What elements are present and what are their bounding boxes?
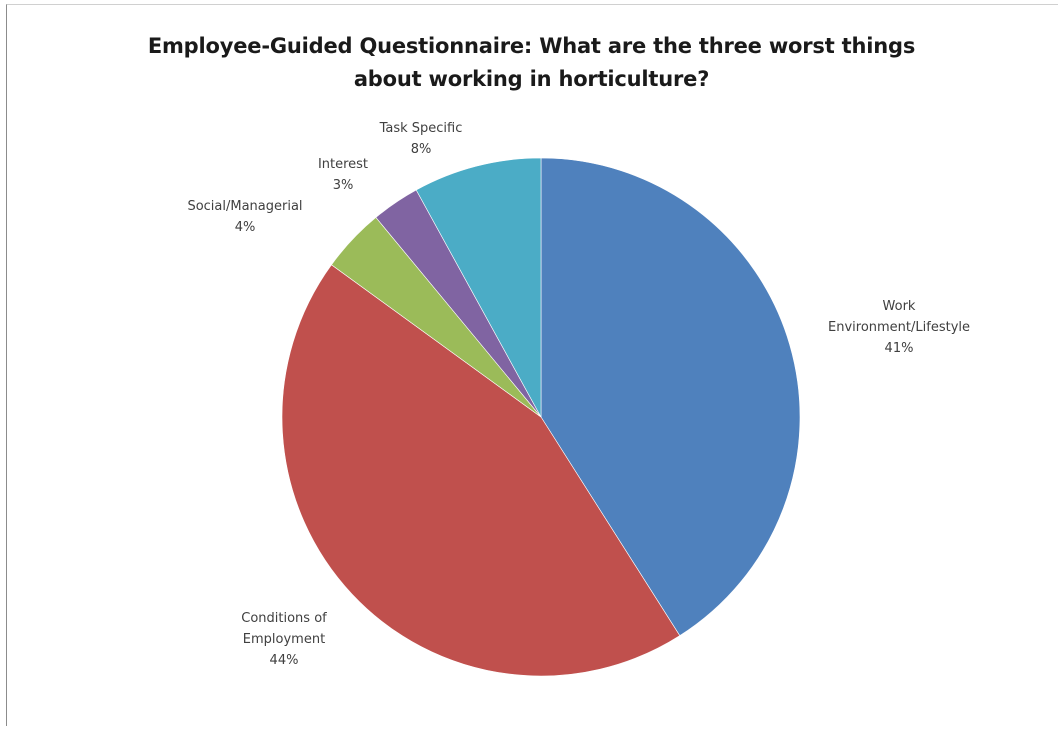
- pie-slice-work-environment-lifestyle: [540, 157, 801, 637]
- slice-label-work-environment-lifestyle: Work Environment/Lifestyle 41%: [828, 299, 970, 356]
- chart-title-line-2: about working in horticulture?: [353, 67, 710, 91]
- slice-label-task-specific: Task Specific 8%: [379, 121, 463, 157]
- chart-title: Employee-Guided Questionnaire: What are …: [0, 30, 1063, 96]
- slice-name-label: Task Specific: [379, 121, 463, 136]
- slice-name-label: Conditions of: [241, 611, 327, 626]
- slice-label-social-managerial: Social/Managerial 4%: [187, 199, 302, 235]
- slice-name-label: Interest: [318, 157, 368, 172]
- slice-name-label: Social/Managerial: [187, 199, 302, 214]
- chart-title-line-1: Employee-Guided Questionnaire: What are …: [147, 34, 916, 58]
- slice-label-interest: Interest 3%: [318, 157, 368, 193]
- slice-value-label: 44%: [270, 653, 299, 668]
- slice-name-label: Work: [883, 299, 916, 314]
- slice-name-label: Employment: [243, 632, 325, 647]
- slice-name-label: Environment/Lifestyle: [828, 320, 970, 335]
- slice-label-conditions-of-employment: Conditions of Employment 44%: [241, 611, 327, 668]
- slice-value-label: 3%: [333, 178, 354, 193]
- slice-value-label: 4%: [235, 220, 256, 235]
- pie-slice-task-specific: [415, 157, 542, 418]
- slice-value-label: 8%: [411, 142, 432, 157]
- pie-slice-conditions-of-employment: [281, 264, 681, 677]
- slice-value-label: 41%: [885, 341, 914, 356]
